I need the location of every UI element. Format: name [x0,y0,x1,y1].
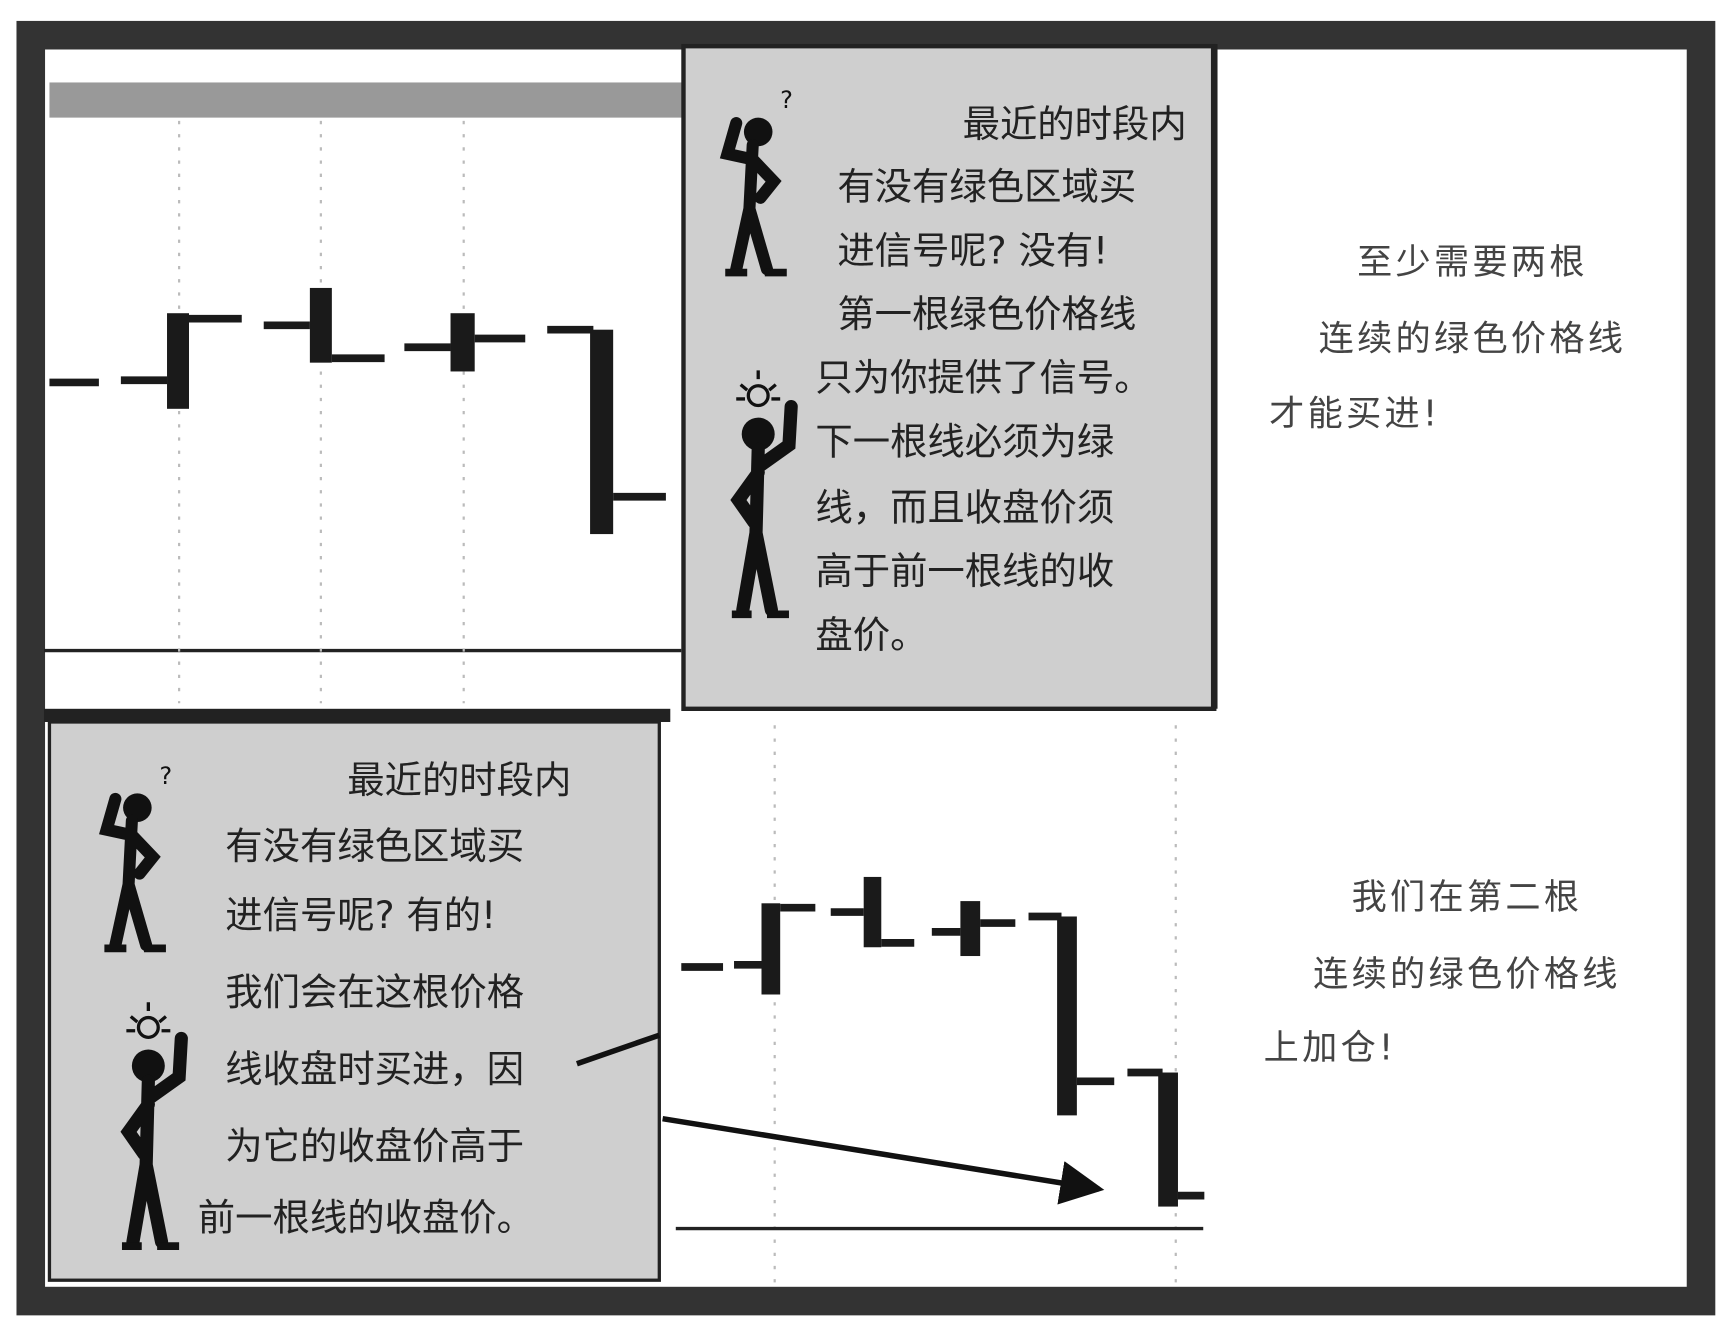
price-bars [49,287,666,535]
note-line: 连续的绿色价格线 [1313,954,1621,995]
callout-line: 进信号呢? 没有! [837,228,1108,272]
callout-line: 最近的时段内 [347,758,571,802]
pointer [575,1032,661,1067]
callout-line: 盘价。 [815,613,927,657]
divider [43,708,671,722]
note-line: 我们在第二根 [1352,877,1583,918]
note-line: 才能买进! [1269,393,1440,434]
callout-line: 有没有绿色区域买 [837,165,1136,209]
callout-line: 有没有绿色区域买 [225,824,524,868]
chart-header [49,82,684,118]
callout-line: 只为你提供了信号。 [815,356,1151,400]
callout-line: 我们会在这根价格 [225,970,524,1014]
callout-line: 为它的收盘价高于 [225,1124,524,1168]
callout-line: 线收盘时买进，因 [225,1047,524,1091]
price-bars [681,876,1205,1207]
callout-line: 下一根线必须为绿 [815,419,1114,463]
note-line: 至少需要两根 [1357,242,1588,283]
callout-line: 第一根绿色价格线 [837,292,1136,336]
arrow [662,1115,1105,1205]
callout-line: 最近的时段内 [963,102,1187,146]
note-line: 连续的绿色价格线 [1319,319,1627,360]
callout-line: 进信号呢? 有的! [225,893,496,937]
callout-line: 前一根线的收盘价。 [198,1195,534,1239]
note-line: 上加仓! [1264,1027,1397,1068]
callout-line: 线，而且收盘价须 [815,485,1114,529]
callout-line: 高于前一根线的收 [815,549,1114,593]
